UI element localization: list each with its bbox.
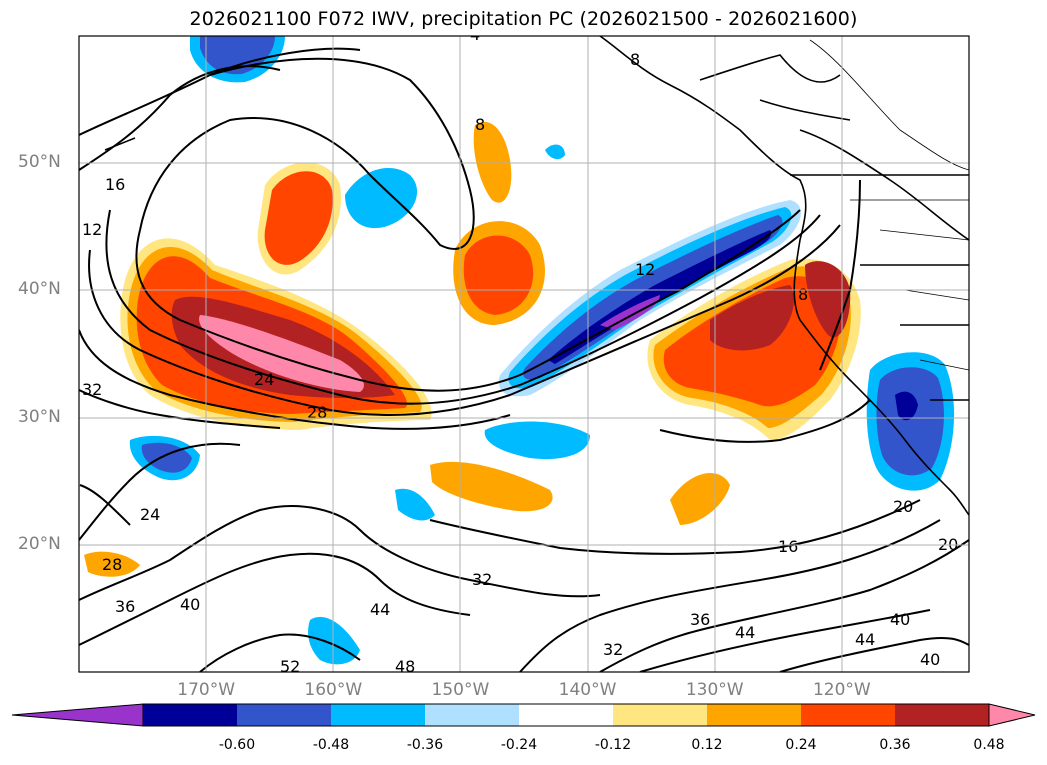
colorbar-arrow-min (11, 703, 144, 727)
contour-label: 12 (82, 220, 102, 239)
colorbar-tick-label: -0.12 (594, 737, 632, 753)
positive-anomaly-region (84, 551, 140, 577)
contour-label: 40 (890, 610, 910, 629)
longitude-label: 130°W (685, 680, 744, 700)
latitude-label: 20°N (18, 533, 61, 554)
precipitation-anomaly-fill (84, 36, 955, 665)
coastline (104, 36, 969, 516)
positive-anomaly-region (199, 315, 364, 392)
positive-anomaly-region (473, 121, 512, 203)
negative-anomaly-region (395, 488, 435, 521)
colorbar-segment (331, 704, 426, 726)
latitude-label: 50°N (18, 152, 61, 173)
contour-label: 36 (690, 610, 710, 629)
contour-label: 24 (140, 505, 160, 524)
longitude-label: 170°W (177, 680, 236, 700)
contour-label: 16 (105, 175, 125, 194)
colorbar-tick-label: 0.24 (785, 737, 817, 753)
colorbar-segment (613, 704, 708, 726)
contour-label: 8 (475, 115, 485, 134)
contour-label: 52 (280, 657, 300, 676)
contour-label: 28 (307, 403, 327, 422)
contour-label: 40 (180, 595, 200, 614)
negative-anomaly-region (600, 295, 660, 330)
border-lines (809, 39, 969, 371)
contour-label: 32 (472, 570, 492, 589)
colorbar-tick-label: -0.36 (406, 737, 444, 753)
colorbar-tick-label: -0.24 (500, 737, 538, 753)
longitude-label: 150°W (431, 680, 490, 700)
negative-anomaly-region (484, 421, 590, 460)
contour-label: 8 (630, 50, 640, 69)
colorbar-frame (142, 703, 990, 727)
latitude-label: 40°N (18, 279, 61, 300)
colorbar (11, 703, 1036, 727)
contour-label: 36 (115, 597, 135, 616)
map-title: 2026021100 F072 IWV, precipitation PC (2… (189, 8, 858, 30)
colorbar-segment (801, 704, 896, 726)
contour-label: 32 (82, 380, 102, 399)
contour-label: 28 (102, 555, 122, 574)
contour-label-group: 16 12 4 8 8 4 12 8 24 28 32 24 28 36 40 … (82, 15, 958, 676)
longitude-label: 120°W (812, 680, 871, 700)
negative-anomaly-region (545, 144, 565, 160)
longitude-label: 140°W (558, 680, 617, 700)
positive-anomaly-region (430, 461, 553, 512)
contour-label: 16 (778, 537, 798, 556)
latitude-label: 30°N (18, 406, 61, 427)
contour-label: 24 (254, 370, 274, 389)
colorbar-tick-label: -0.60 (218, 737, 256, 753)
contour-label: 40 (920, 650, 940, 669)
contour-label: 44 (370, 600, 390, 619)
positive-anomaly-region (463, 235, 534, 315)
colorbar-segment (425, 704, 520, 726)
negative-anomaly-region (876, 367, 944, 476)
contour-label: 32 (603, 640, 623, 659)
longitude-label: 160°W (304, 680, 363, 700)
contour-label: 44 (735, 623, 755, 642)
negative-anomaly-region (345, 167, 418, 229)
contour-label: 4 (470, 25, 480, 44)
gridlines (79, 36, 969, 672)
colorbar-arrow-max (988, 703, 1036, 727)
colorbar-segment (519, 704, 614, 726)
colorbar-tick-label: -0.48 (312, 737, 350, 753)
contour-label: 48 (395, 657, 415, 676)
colorbar-tick-label: 0.36 (879, 737, 911, 753)
colorbar-tick-label: 0.12 (691, 737, 723, 753)
colorbar-segment (237, 704, 332, 726)
contour-label: 4 (755, 15, 765, 34)
map-plot: 16 12 4 8 8 4 12 8 24 28 32 24 28 36 40 … (78, 15, 970, 676)
colorbar-segment (895, 704, 990, 726)
colorbar-tick-label: 0.48 (973, 737, 1005, 753)
positive-anomaly-region (264, 171, 333, 265)
contour-label: 8 (798, 285, 808, 304)
iwv-contours (79, 47, 969, 672)
colorbar-segment (707, 704, 802, 726)
positive-anomaly-region (805, 261, 851, 338)
contour-label: 20 (893, 497, 913, 516)
contour-label: 12 (635, 260, 655, 279)
positive-anomaly-region (710, 285, 794, 351)
contour-label: 44 (855, 630, 875, 649)
map-frame (78, 35, 970, 673)
colorbar-segment (143, 704, 238, 726)
negative-anomaly-region (895, 391, 918, 421)
